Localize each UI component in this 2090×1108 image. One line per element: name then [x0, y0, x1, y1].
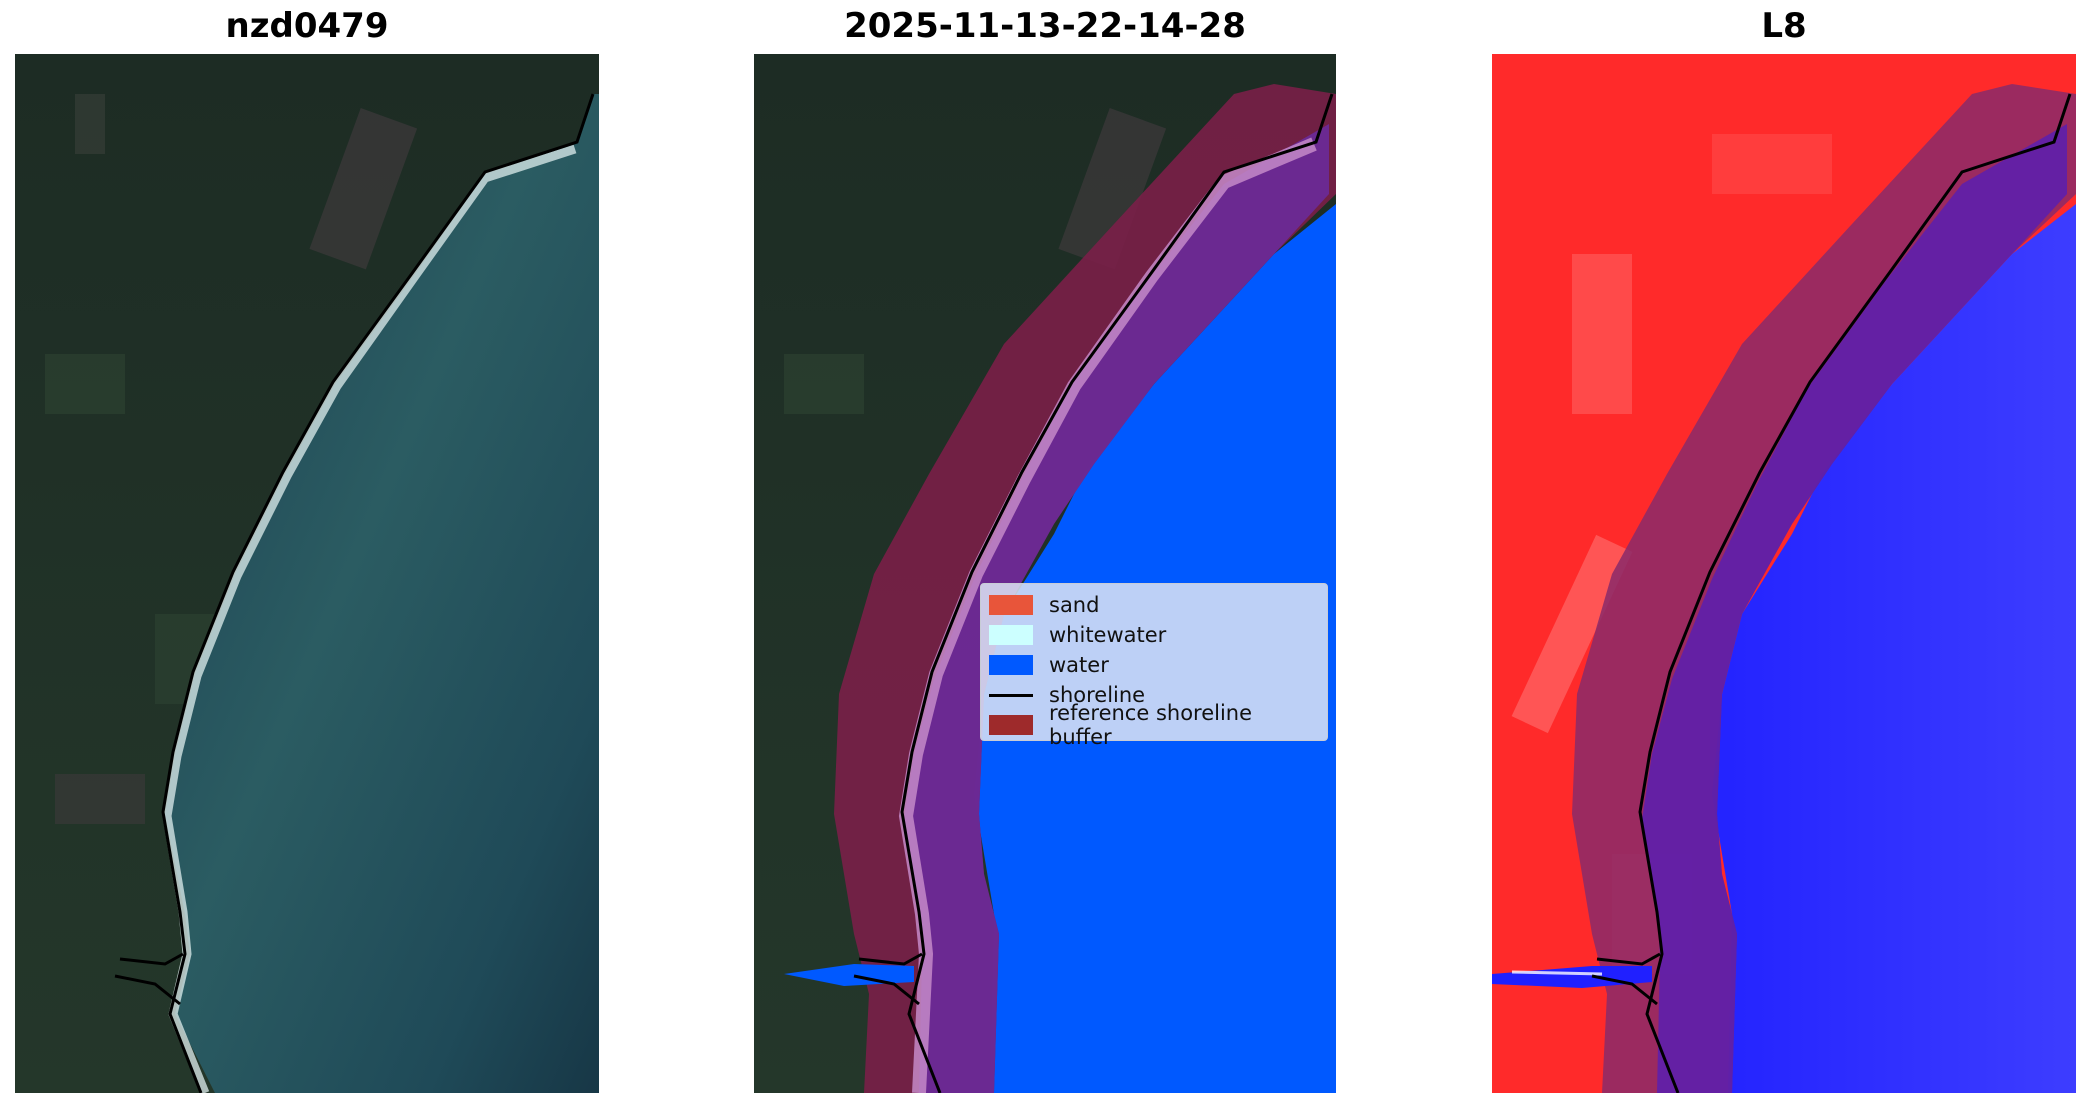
- legend-swatch-reference-buffer: [989, 715, 1033, 735]
- legend-label-reference-buffer: reference shoreline buffer: [1049, 701, 1253, 749]
- legend-item-shoreline: shoreline: [989, 680, 1319, 710]
- legend-label-shoreline: shoreline: [1049, 683, 1146, 707]
- legend-swatch-whitewater: [989, 625, 1033, 645]
- legend-swatch-shoreline: [989, 693, 1033, 697]
- panel-title-index: L8: [1761, 6, 1807, 46]
- rgb-satellite-image: [15, 54, 599, 1093]
- classification-image: [754, 54, 1336, 1093]
- legend-label-water: water: [1049, 653, 1109, 677]
- legend-label-whitewater: whitewater: [1049, 623, 1167, 647]
- panel-title-rgb: nzd0479: [225, 6, 389, 46]
- legend-item-whitewater: whitewater: [989, 620, 1319, 650]
- panel-title-classification: 2025-11-13-22-14-28: [844, 6, 1246, 46]
- legend-item-water: water: [989, 650, 1319, 680]
- legend-item-sand: sand: [989, 590, 1319, 620]
- l8-index-image: [1492, 54, 2076, 1093]
- legend-swatch-sand: [989, 595, 1033, 615]
- legend-label-sand: sand: [1049, 593, 1100, 617]
- legend: sand whitewater water shoreline referenc…: [980, 583, 1328, 749]
- legend-item-reference-buffer: reference shoreline buffer: [989, 701, 1319, 749]
- legend-swatch-water: [989, 655, 1033, 675]
